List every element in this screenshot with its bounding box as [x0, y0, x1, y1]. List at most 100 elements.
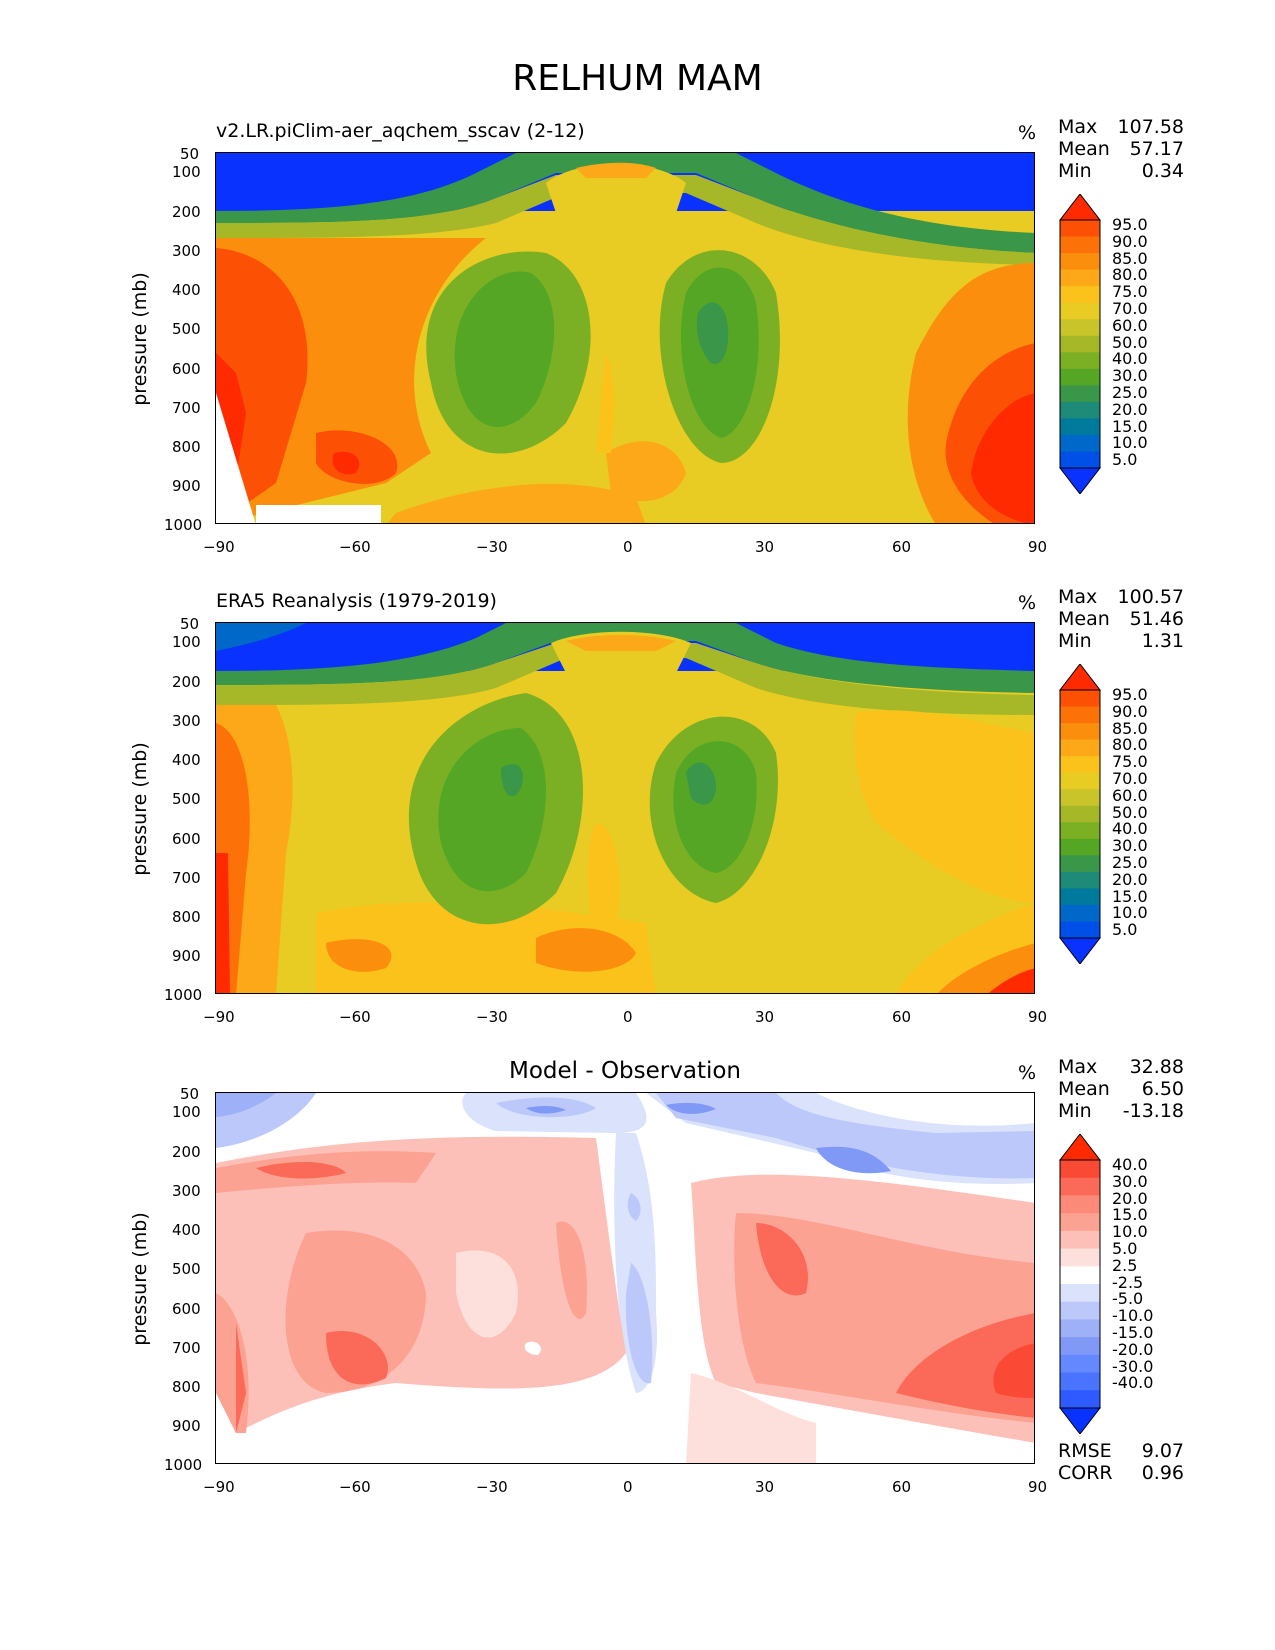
- colorbar-label: 60.0: [1112, 785, 1148, 805]
- y-tick: 50: [180, 145, 200, 163]
- colorbar-label: 70.0: [1112, 298, 1148, 318]
- colorbar-label: -5.0: [1112, 1289, 1144, 1309]
- x-tick: 0: [623, 538, 633, 556]
- colorbar-segment: [1060, 1390, 1100, 1409]
- colorbar-diff: [1058, 1134, 1102, 1434]
- contour-plot-model: [215, 152, 1035, 524]
- stat-mean-value: 6.50: [1141, 1078, 1184, 1100]
- x-tick: −30: [476, 538, 508, 556]
- corr-value: 0.96: [1141, 1462, 1184, 1484]
- colorbar-segment: [1060, 352, 1100, 370]
- colorbar-segment: [1060, 1319, 1100, 1338]
- stat-mean-label: Mean: [1058, 138, 1110, 160]
- colorbar-segment: [1060, 805, 1100, 823]
- y-tick: 200: [172, 1143, 201, 1161]
- contour-plot-obs: [215, 622, 1035, 994]
- y-tick: 800: [172, 1378, 201, 1396]
- colorbar-frame: [1059, 1159, 1101, 1409]
- stats-block: Max 100.57 Mean 51.46 Min 1.31: [1058, 586, 1184, 652]
- y-tick: 200: [172, 673, 201, 691]
- x-tick: 90: [1028, 1008, 1048, 1026]
- y-tick: 200: [172, 203, 201, 221]
- y-tick: 100: [172, 1103, 201, 1121]
- colorbar-label: 5.0: [1112, 1238, 1138, 1258]
- colorbar-label: 10.0: [1112, 1222, 1148, 1242]
- stat-min-value: 0.34: [1141, 160, 1184, 182]
- y-tick: 300: [172, 242, 201, 260]
- stat-max-label: Max: [1058, 586, 1098, 608]
- colorbar-segment: [1060, 772, 1100, 790]
- stat-min-label: Min: [1058, 160, 1092, 182]
- y-axis-label: pressure (mb): [129, 1212, 151, 1346]
- y-tick: 600: [172, 360, 201, 378]
- stat-min-value: -13.18: [1122, 1100, 1184, 1122]
- y-tick: 500: [172, 790, 201, 808]
- colorbar-segment: [1060, 904, 1100, 922]
- colorbar-label: -15.0: [1112, 1322, 1154, 1342]
- y-tick: 700: [172, 1339, 201, 1357]
- y-tick: 800: [172, 438, 201, 456]
- y-tick: 500: [172, 1260, 201, 1278]
- colorbar-label: 95.0: [1112, 685, 1148, 704]
- colorbar-label: 85.0: [1112, 718, 1148, 738]
- colorbar-segment: [1060, 1301, 1100, 1320]
- y-tick: 900: [172, 1417, 201, 1435]
- colorbar-labels: 95.0 90.0 85.0 80.0 75.0 70.0 60.0 50.0 …: [1112, 685, 1148, 940]
- colorbar-segment: [1060, 253, 1100, 271]
- stat-mean-value: 57.17: [1129, 138, 1184, 160]
- x-tick: −90: [203, 538, 235, 556]
- colorbar-segment: [1060, 302, 1100, 320]
- colorbar-label: -10.0: [1112, 1306, 1154, 1326]
- colorbar-segment: [1060, 921, 1100, 939]
- colorbar-segment: [1060, 236, 1100, 254]
- colorbar-segment: [1060, 871, 1100, 889]
- y-axis-label: pressure (mb): [129, 742, 151, 876]
- figure-title: RELHUM MAM: [512, 58, 763, 99]
- colorbar-label: 80.0: [1112, 265, 1148, 285]
- stat-max-value: 32.88: [1129, 1056, 1184, 1078]
- stat-min-label: Min: [1058, 630, 1092, 652]
- y-tick: 900: [172, 947, 201, 965]
- colorbar-segment: [1060, 220, 1100, 238]
- y-tick: 400: [172, 281, 201, 299]
- colorbar-segment: [1060, 739, 1100, 757]
- colorbar-segment: [1060, 319, 1100, 337]
- stat-min-value: 1.31: [1141, 630, 1184, 652]
- metrics-block: RMSE 9.07 CORR 0.96: [1058, 1440, 1184, 1484]
- colorbar-frame: [1059, 689, 1101, 939]
- y-tick: 100: [172, 163, 201, 181]
- colorbar-label: 90.0: [1112, 701, 1148, 721]
- colorbar-label: -20.0: [1112, 1339, 1154, 1359]
- corr-label: CORR: [1058, 1462, 1113, 1484]
- colorbar-label: 5.0: [1112, 920, 1138, 940]
- rmse-value: 9.07: [1141, 1440, 1184, 1462]
- y-tick: 800: [172, 908, 201, 926]
- colorbar-label: 30.0: [1112, 1171, 1148, 1191]
- colorbar-label: 20.0: [1112, 399, 1148, 419]
- contour-svg: [216, 623, 1034, 993]
- y-tick: 900: [172, 477, 201, 495]
- colorbar-segment: [1060, 1372, 1100, 1391]
- x-tick: −60: [339, 1008, 371, 1026]
- colorbar-segment: [1060, 1213, 1100, 1232]
- x-tick: −30: [476, 1478, 508, 1496]
- colorbar-extend-min: [1058, 467, 1102, 494]
- colorbar-segment: [1060, 690, 1100, 708]
- colorbar-label: 2.5: [1112, 1255, 1138, 1275]
- stat-mean-value: 51.46: [1129, 608, 1184, 630]
- colorbar-label: 75.0: [1112, 752, 1148, 772]
- colorbar-segment: [1060, 418, 1100, 436]
- colorbar-label: 20.0: [1112, 1188, 1148, 1208]
- y-tick: 1000: [164, 986, 203, 1004]
- colorbar-label: 15.0: [1112, 886, 1148, 906]
- stat-max-label: Max: [1058, 1056, 1098, 1078]
- y-tick: 400: [172, 751, 201, 769]
- unit-label: %: [1018, 122, 1037, 144]
- colorbar-segment: [1060, 838, 1100, 856]
- colorbar-labels: 95.0 90.0 85.0 80.0 75.0 70.0 60.0 50.0 …: [1112, 216, 1148, 469]
- stat-mean-label: Mean: [1058, 1078, 1110, 1100]
- colorbar-abs-1: [1058, 194, 1102, 494]
- y-tick: 300: [172, 712, 201, 730]
- x-tick: 30: [755, 1008, 775, 1026]
- contour-svg: [216, 153, 1034, 523]
